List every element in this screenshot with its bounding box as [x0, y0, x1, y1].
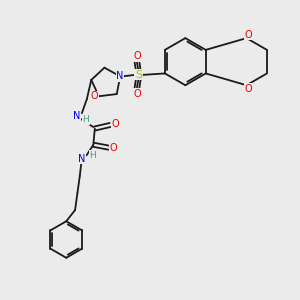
Text: O: O — [133, 89, 141, 99]
Text: O: O — [133, 51, 141, 61]
Text: S: S — [135, 70, 142, 80]
Text: O: O — [244, 30, 252, 40]
Text: O: O — [111, 119, 119, 129]
Text: O: O — [110, 143, 118, 153]
Text: O: O — [91, 91, 98, 101]
Text: N: N — [116, 71, 124, 81]
Text: N: N — [73, 111, 80, 121]
Text: H: H — [82, 116, 89, 124]
Text: N: N — [79, 154, 86, 164]
Text: H: H — [89, 151, 96, 160]
Text: O: O — [244, 84, 252, 94]
